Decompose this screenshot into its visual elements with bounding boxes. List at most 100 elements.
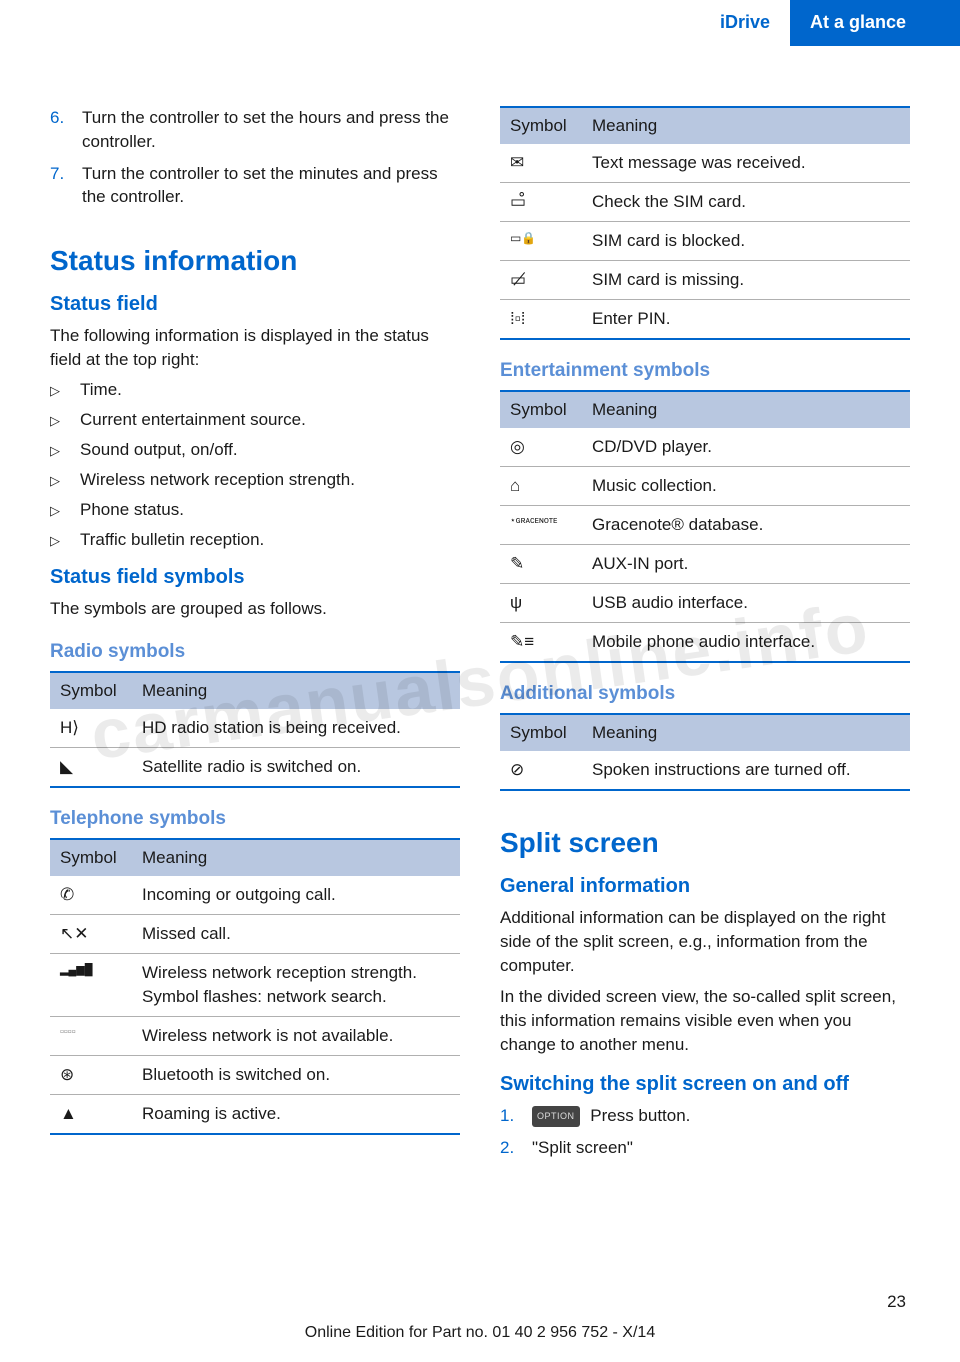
- step-text: Turn the controller to set the minutes a…: [82, 162, 460, 210]
- satellite-radio-icon: ◣: [50, 747, 132, 787]
- enter-pin-icon: ⁞▫⁞: [500, 300, 582, 340]
- table-row: ◣Satellite radio is switched on.: [50, 747, 460, 787]
- roaming-icon: ▲: [50, 1094, 132, 1134]
- gracenote-icon: ⋆ɢʀᴀᴄᴇɴᴏᴛᴇ: [500, 506, 582, 545]
- para-symbols-intro: The symbols are grouped as follows.: [50, 597, 460, 621]
- para-general-1: Additional information can be displayed …: [500, 906, 910, 977]
- telephone-symbols-table: Symbol Meaning ✆Incoming or outgoing cal…: [50, 838, 460, 1135]
- entertainment-symbols-table: Symbol Meaning ◎CD/DVD player. ⌂Music co…: [500, 390, 910, 663]
- cell-meaning: Gracenote® database.: [582, 506, 910, 545]
- cell-meaning: Wireless network is not available.: [132, 1016, 460, 1055]
- bullet-marker-icon: ▷: [50, 500, 80, 520]
- content-area: 6. Turn the controller to set the hours …: [0, 46, 960, 1167]
- table-row: ⁞▫⁞Enter PIN.: [500, 300, 910, 340]
- heading-entertainment-symbols: Entertainment symbols: [500, 360, 910, 382]
- bullet-marker-icon: ▷: [50, 530, 80, 550]
- cell-meaning: Spoken instructions are turned off.: [582, 751, 910, 790]
- table-row: ▭̸SIM card is missing.: [500, 261, 910, 300]
- footer-text: Online Edition for Part no. 01 40 2 956 …: [0, 1324, 960, 1342]
- bullet-marker-icon: ▷: [50, 470, 80, 490]
- para-status-field: The following information is displayed i…: [50, 324, 460, 372]
- heading-additional-symbols: Additional symbols: [500, 683, 910, 705]
- table-header-row: Symbol Meaning: [500, 107, 910, 144]
- message-icon: ✉: [500, 144, 582, 183]
- missed-call-icon: ↖✕: [50, 914, 132, 953]
- cell-meaning: Roaming is active.: [132, 1094, 460, 1134]
- heading-status-field: Status field: [50, 293, 460, 316]
- no-network-icon: ▫▫▫▫: [50, 1016, 132, 1055]
- col-symbol: Symbol: [50, 672, 132, 709]
- step-item: 2. "Split screen": [500, 1136, 910, 1160]
- step-number: 7.: [50, 162, 82, 210]
- additional-symbols-table: Symbol Meaning ⊘Spoken instructions are …: [500, 713, 910, 791]
- header-section: iDrive: [700, 0, 790, 46]
- cell-meaning: Music collection.: [582, 467, 910, 506]
- col-symbol: Symbol: [500, 714, 582, 751]
- cd-dvd-icon: ◎: [500, 428, 582, 467]
- table-row: ✎≡Mobile phone audio interface.: [500, 623, 910, 663]
- table-row: ▫▫▫▫Wireless network is not available.: [50, 1016, 460, 1055]
- radio-symbols-table: Symbol Meaning H⟩HD radio station is bei…: [50, 671, 460, 788]
- table-header-row: Symbol Meaning: [500, 391, 910, 428]
- sim-missing-icon: ▭̸: [500, 261, 582, 300]
- bullet-item: ▷Current entertainment source.: [50, 410, 460, 430]
- cell-meaning: Text message was received.: [582, 144, 910, 183]
- signal-strength-icon: ▂▄▆█: [50, 953, 132, 1016]
- bullet-text: Wireless network reception strength.: [80, 470, 355, 490]
- heading-status-field-symbols: Status field symbols: [50, 566, 460, 589]
- table-header-row: Symbol Meaning: [50, 839, 460, 876]
- step-number: 2.: [500, 1136, 532, 1160]
- table-header-row: Symbol Meaning: [50, 672, 460, 709]
- table-row: ✎AUX-IN port.: [500, 545, 910, 584]
- aux-in-icon: ✎: [500, 545, 582, 584]
- bullet-item: ▷Time.: [50, 380, 460, 400]
- table-row: ✉Text message was received.: [500, 144, 910, 183]
- page-header: iDrive At a glance: [0, 0, 960, 46]
- step-text: Turn the controller to set the hours and…: [82, 106, 460, 154]
- cell-meaning: USB audio interface.: [582, 584, 910, 623]
- table-row: ⊘Spoken instructions are turned off.: [500, 751, 910, 790]
- option-button-icon: OPTION: [532, 1106, 580, 1127]
- spoken-off-icon: ⊘: [500, 751, 582, 790]
- telephone-symbols-continued-table: Symbol Meaning ✉Text message was receive…: [500, 106, 910, 340]
- col-meaning: Meaning: [132, 839, 460, 876]
- music-collection-icon: ⌂: [500, 467, 582, 506]
- table-row: ▭🔒SIM card is blocked.: [500, 222, 910, 261]
- bullet-item: ▷Phone status.: [50, 500, 460, 520]
- heading-status-information: Status information: [50, 245, 460, 277]
- cell-meaning: HD radio station is being received.: [132, 709, 460, 748]
- cell-meaning: Incoming or outgoing call.: [132, 876, 460, 915]
- step-text: OPTION Press button.: [532, 1104, 690, 1128]
- bullet-item: ▷Wireless network reception strength.: [50, 470, 460, 490]
- numbered-steps: 6. Turn the controller to set the hours …: [50, 106, 460, 209]
- mobile-audio-icon: ✎≡: [500, 623, 582, 663]
- usb-audio-icon: ψ: [500, 584, 582, 623]
- table-row: ▂▄▆█Wireless network reception strength.…: [50, 953, 460, 1016]
- bullet-marker-icon: ▷: [50, 440, 80, 460]
- bullet-text: Sound output, on/off.: [80, 440, 238, 460]
- bullet-text: Traffic bulletin reception.: [80, 530, 264, 550]
- table-row: ⌂Music collection.: [500, 467, 910, 506]
- left-column: 6. Turn the controller to set the hours …: [50, 106, 460, 1167]
- header-chapter: At a glance: [790, 0, 960, 46]
- hd-radio-icon: H⟩: [50, 709, 132, 748]
- table-row: ↖✕Missed call.: [50, 914, 460, 953]
- sim-blocked-icon: ▭🔒: [500, 222, 582, 261]
- table-row: ⋆ɢʀᴀᴄᴇɴᴏᴛᴇGracenote® database.: [500, 506, 910, 545]
- bullet-text: Phone status.: [80, 500, 184, 520]
- cell-meaning: Satellite radio is switched on.: [132, 747, 460, 787]
- col-symbol: Symbol: [50, 839, 132, 876]
- right-column: Symbol Meaning ✉Text message was receive…: [500, 106, 910, 1167]
- cell-meaning: CD/DVD player.: [582, 428, 910, 467]
- heading-split-screen: Split screen: [500, 827, 910, 859]
- table-row: ▭̊Check the SIM card.: [500, 183, 910, 222]
- bullet-marker-icon: ▷: [50, 380, 80, 400]
- cell-meaning: AUX-IN port.: [582, 545, 910, 584]
- heading-switching-split-screen: Switching the split screen on and off: [500, 1073, 910, 1096]
- bluetooth-icon: ⊛: [50, 1055, 132, 1094]
- numbered-steps: 1. OPTION Press button. 2. "Split screen…: [500, 1104, 910, 1160]
- table-row: ⊛Bluetooth is switched on.: [50, 1055, 460, 1094]
- col-meaning: Meaning: [582, 107, 910, 144]
- cell-meaning: SIM card is missing.: [582, 261, 910, 300]
- bullet-item: ▷Sound output, on/off.: [50, 440, 460, 460]
